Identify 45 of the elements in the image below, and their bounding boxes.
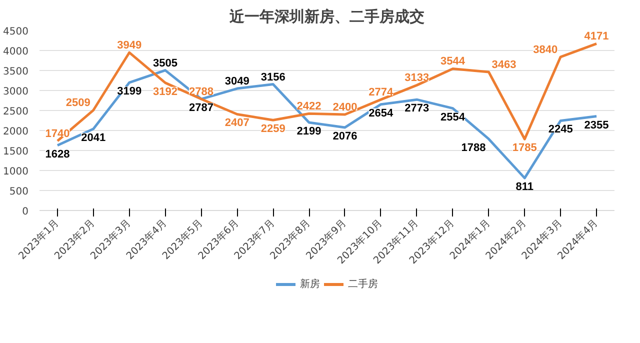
data-label: 3463 <box>492 58 516 71</box>
data-label: 3840 <box>533 44 558 56</box>
data-label: 3133 <box>404 72 430 84</box>
data-label: 1740 <box>45 128 70 140</box>
y-tick-label: 1000 <box>3 166 29 178</box>
data-label: 1628 <box>45 148 70 160</box>
data-label: 2773 <box>404 102 430 115</box>
y-tick-label: 1500 <box>3 146 29 158</box>
y-tick-label: 3000 <box>3 86 29 98</box>
y-tick-label: 500 <box>9 186 29 198</box>
legend-label: 新房 <box>300 278 320 291</box>
legend-label: 二手房 <box>348 278 378 291</box>
data-label: 3505 <box>153 57 178 70</box>
data-label: 1788 <box>461 142 486 154</box>
data-label: 3544 <box>440 56 466 68</box>
data-label: 2774 <box>368 86 394 99</box>
y-tick-label: 2500 <box>3 106 29 118</box>
data-label: 2400 <box>332 102 358 114</box>
data-label: 2787 <box>188 102 214 114</box>
y-tick-label: 2000 <box>3 126 29 138</box>
data-label: 4171 <box>584 30 609 43</box>
data-label: 2654 <box>368 107 394 120</box>
data-label: 2199 <box>296 126 322 138</box>
y-tick-label: 4000 <box>3 46 29 58</box>
data-label: 3199 <box>117 86 142 98</box>
y-tick-label: 3500 <box>3 66 29 78</box>
y-tick-label: 4500 <box>3 26 29 38</box>
chart-title: 近一年深圳新房、二手房成交 <box>228 8 424 26</box>
data-label: 3049 <box>224 76 250 88</box>
data-label: 3192 <box>153 86 178 98</box>
data-label: 2259 <box>260 123 286 136</box>
data-label: 2788 <box>188 86 214 98</box>
y-tick-label: 0 <box>22 206 29 218</box>
data-label: 811 <box>516 181 534 194</box>
data-label: 2041 <box>81 132 106 144</box>
data-label: 2509 <box>66 97 90 110</box>
data-label: 3156 <box>260 71 286 84</box>
data-label: 2407 <box>224 117 250 130</box>
data-label: 2076 <box>332 130 358 142</box>
data-label: 2245 <box>548 124 573 136</box>
data-label: 1785 <box>512 142 537 154</box>
data-label: 2422 <box>296 100 322 113</box>
data-label: 3949 <box>117 40 142 52</box>
data-label: 2355 <box>584 119 609 132</box>
data-label: 2554 <box>440 111 466 124</box>
